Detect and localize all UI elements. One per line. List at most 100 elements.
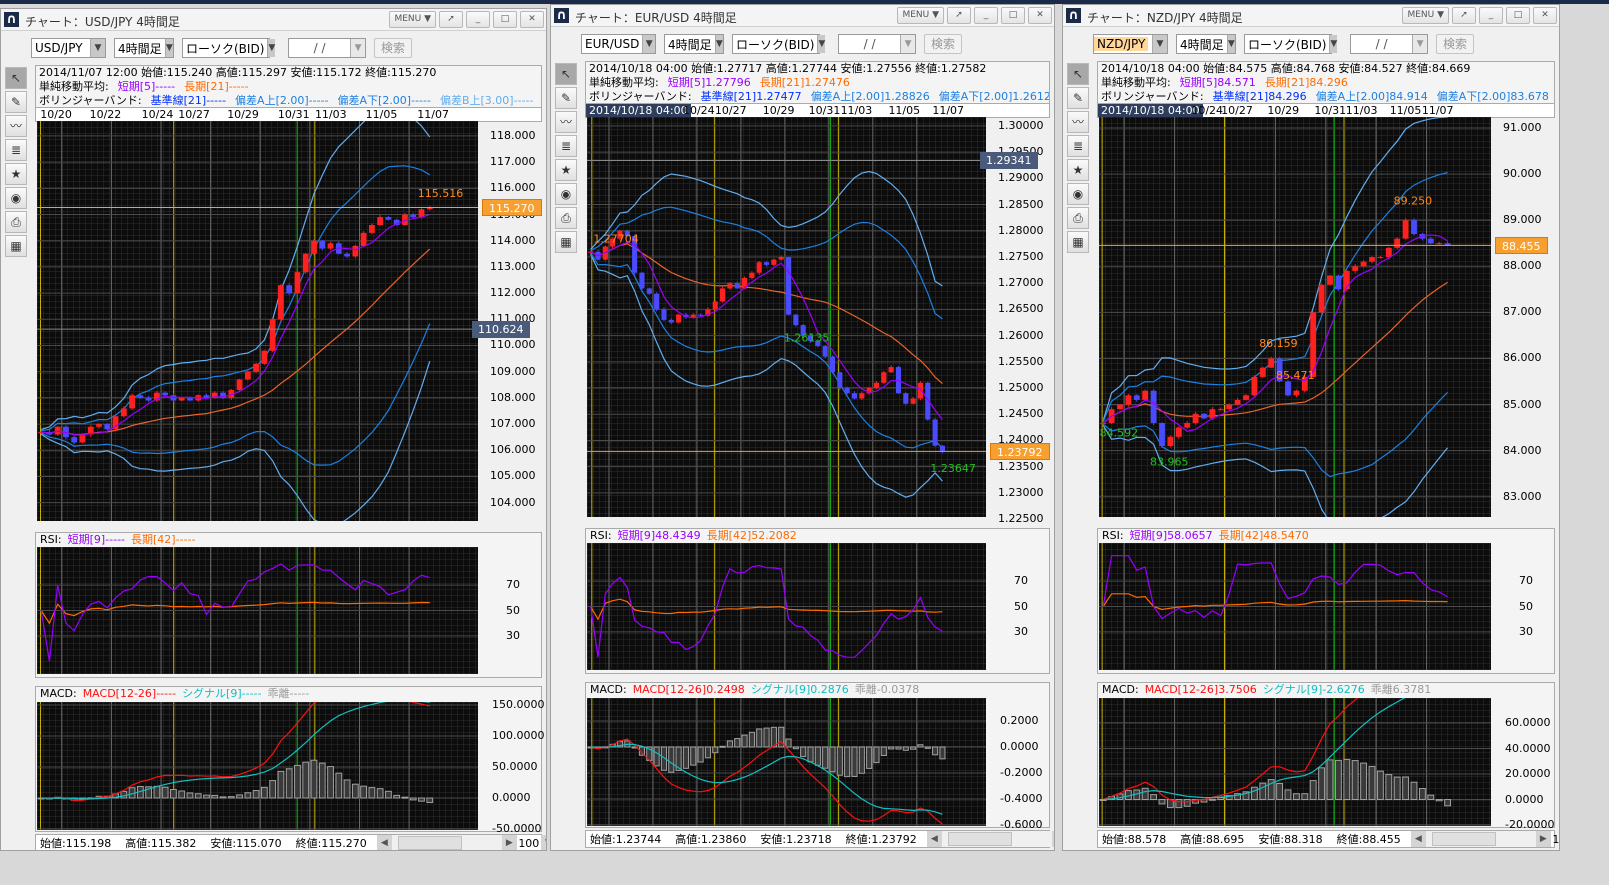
grid-export-icon[interactable]: ▦ — [555, 231, 577, 253]
horizontal-scrollbar[interactable]: ◀▶100▼+− — [926, 831, 1054, 847]
pencil-icon[interactable]: ✎ — [5, 91, 27, 113]
printer-icon[interactable]: ⎙ — [555, 207, 577, 229]
chevron-down-icon[interactable]: ▼ — [714, 35, 723, 53]
pin-icon[interactable]: ➚ — [947, 7, 971, 24]
date-label: 11/07 — [932, 104, 965, 117]
crosshair-cursor-icon[interactable]: ↖ — [1067, 63, 1089, 85]
maximize-button[interactable]: □ — [493, 11, 517, 28]
scroll-left-button[interactable]: ◀ — [1410, 831, 1426, 847]
chart-type-select[interactable]: ローソク(BID) ▼ — [732, 34, 826, 54]
timeframe-select[interactable]: 4時間足 ▼ — [664, 34, 724, 54]
chart-type-select[interactable]: ローソク(BID) ▼ — [182, 38, 276, 58]
scroll-thumb[interactable] — [397, 836, 462, 850]
scroll-left-button[interactable]: ◀ — [926, 831, 942, 847]
scroll-right-button[interactable]: ▶ — [1535, 831, 1551, 847]
symbols-icon[interactable]: ★ — [555, 159, 577, 181]
scroll-track[interactable] — [1425, 831, 1536, 847]
price-chart[interactable]: 115.516 — [37, 121, 478, 521]
pencil-icon[interactable]: ✎ — [1067, 87, 1089, 109]
search-button[interactable]: 検索 — [1436, 34, 1475, 54]
display-count-value[interactable]: 100 — [1552, 832, 1560, 846]
menu-button[interactable]: MENU ▼ — [1402, 7, 1449, 24]
chevron-down-icon[interactable]: ▼ — [900, 35, 915, 53]
chevron-down-icon[interactable]: ▼ — [1329, 35, 1338, 53]
crosshair-cursor-icon[interactable]: ↖ — [555, 63, 577, 85]
maximize-button[interactable]: □ — [1506, 7, 1530, 24]
chevron-down-icon[interactable]: ▼ — [267, 39, 276, 57]
price-chart[interactable]: 89.250 86.159 85.471 84.592 83.965 — [1099, 117, 1491, 517]
timeframe-select[interactable]: 4時間足 ▼ — [1176, 34, 1236, 54]
crosshair-cursor-icon[interactable]: ↖ — [5, 67, 27, 89]
chevron-down-icon[interactable]: ▼ — [350, 39, 365, 57]
minimize-button[interactable]: _ — [974, 7, 998, 24]
symbols-icon[interactable]: ★ — [1067, 159, 1089, 181]
horizontal-scrollbar[interactable]: ◀▶100▼+− — [376, 835, 546, 850]
title-bar[interactable]: ∩ チャート：USD/JPY 4時間足 MENU ▼ ➚ _ □ ✕ — [1, 9, 546, 31]
grid-export-icon[interactable]: ▦ — [1067, 231, 1089, 253]
indicator-icon[interactable]: 〰 — [1067, 111, 1089, 133]
date-input[interactable]: / / ▼ — [838, 34, 916, 54]
scroll-thumb[interactable] — [1431, 832, 1496, 846]
sma-short-line — [41, 214, 430, 436]
menu-button[interactable]: MENU ▼ — [389, 11, 436, 28]
search-button[interactable]: 検索 — [374, 38, 413, 58]
close-button[interactable]: ✕ — [1028, 7, 1052, 24]
date-input[interactable]: / / ▼ — [288, 38, 366, 58]
price-tick-label: 1.22500 — [998, 512, 1044, 526]
indicator-icon[interactable]: 〰 — [555, 111, 577, 133]
price-chart[interactable]: 1.27704 1.26135 1.23647 — [587, 117, 986, 517]
title-bar[interactable]: ∩ チャート：EUR/USD 4時間足 MENU ▼ ➚ _ □ ✕ — [551, 5, 1054, 27]
pin-icon[interactable]: ➚ — [1452, 7, 1476, 24]
marker-price-tag[interactable]: 1.29341 — [980, 152, 1038, 170]
marker-price-tag[interactable]: 110.624 — [472, 321, 530, 339]
chevron-down-icon[interactable]: ▼ — [1412, 35, 1427, 53]
eye-icon[interactable]: ◉ — [5, 187, 27, 209]
pin-icon[interactable]: ➚ — [439, 11, 463, 28]
symbols-icon[interactable]: ★ — [5, 163, 27, 185]
chevron-down-icon[interactable]: ▼ — [90, 39, 105, 57]
printer-icon[interactable]: ⎙ — [1067, 207, 1089, 229]
chevron-down-icon[interactable]: ▼ — [1152, 35, 1167, 53]
scroll-track[interactable] — [941, 831, 1052, 847]
macd-histogram-bar — [1385, 774, 1393, 801]
candle-body — [418, 209, 425, 218]
title-bar[interactable]: ∩ チャート：NZD/JPY 4時間足 MENU ▼ ➚ _ □ ✕ — [1063, 5, 1559, 27]
menu-button[interactable]: MENU ▼ — [897, 7, 944, 24]
close-button[interactable]: ✕ — [1533, 7, 1557, 24]
currency-pair-select[interactable]: NZD/JPY ▼ — [1093, 34, 1168, 54]
timeframe-select[interactable]: 4時間足 ▼ — [114, 38, 174, 58]
display-count-dropdown[interactable]: ▼ — [540, 835, 546, 850]
scroll-right-button[interactable]: ▶ — [501, 835, 517, 850]
price-scale-icon[interactable]: ≣ — [1067, 135, 1089, 157]
pencil-icon[interactable]: ✎ — [555, 87, 577, 109]
chevron-down-icon[interactable]: ▼ — [642, 35, 655, 53]
price-scale-icon[interactable]: ≣ — [5, 139, 27, 161]
scroll-thumb[interactable] — [947, 832, 1012, 846]
candle-body — [162, 392, 169, 396]
chart-type-select[interactable]: ローソク(BID) ▼ — [1244, 34, 1338, 54]
eye-icon[interactable]: ◉ — [1067, 183, 1089, 205]
minimize-button[interactable]: _ — [1479, 7, 1503, 24]
chevron-down-icon[interactable]: ▼ — [817, 35, 826, 53]
search-button[interactable]: 検索 — [924, 34, 963, 54]
scroll-track[interactable] — [391, 835, 502, 850]
horizontal-scrollbar[interactable]: ◀▶100▼+− — [1410, 831, 1560, 847]
indicator-icon[interactable]: 〰 — [5, 115, 27, 137]
date-input[interactable]: / / ▼ — [1350, 34, 1428, 54]
low-price-annotation: 83.965 — [1150, 455, 1189, 468]
scroll-right-button[interactable]: ▶ — [1051, 831, 1054, 847]
currency-pair-select[interactable]: EUR/USD ▼ — [581, 34, 656, 54]
grid-export-icon[interactable]: ▦ — [5, 235, 27, 257]
chevron-down-icon[interactable]: ▼ — [164, 39, 173, 57]
maximize-button[interactable]: □ — [1001, 7, 1025, 24]
macd-histogram-bar — [1326, 759, 1334, 800]
eye-icon[interactable]: ◉ — [555, 183, 577, 205]
currency-pair-select[interactable]: USD/JPY ▼ — [31, 38, 106, 58]
printer-icon[interactable]: ⎙ — [5, 211, 27, 233]
scroll-left-button[interactable]: ◀ — [376, 835, 392, 850]
display-count-value[interactable]: 100 — [518, 836, 540, 850]
chevron-down-icon[interactable]: ▼ — [1226, 35, 1235, 53]
close-button[interactable]: ✕ — [520, 11, 544, 28]
minimize-button[interactable]: _ — [466, 11, 490, 28]
price-scale-icon[interactable]: ≣ — [555, 135, 577, 157]
